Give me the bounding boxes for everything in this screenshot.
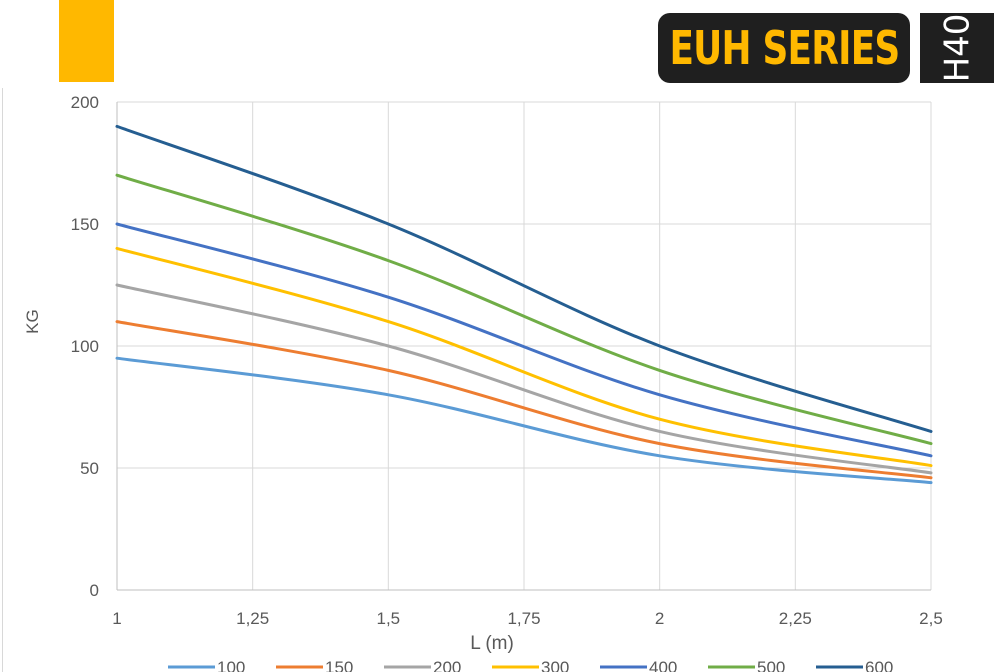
legend-label-200: 200	[433, 658, 461, 672]
series-badge: EUH SERIES	[658, 13, 910, 83]
model-badge: H40	[920, 13, 994, 83]
y-tick-label: 50	[80, 459, 99, 478]
series-line-200	[115, 283, 933, 475]
series-line-300	[115, 246, 933, 468]
chart-series	[115, 124, 933, 485]
series-title: EUH SERIES	[668, 21, 900, 75]
chart-axes	[116, 102, 931, 591]
legend-label-300: 300	[541, 658, 569, 672]
legend-label-100: 100	[217, 658, 245, 672]
legend-label-150: 150	[325, 658, 353, 672]
y-tick-label: 100	[71, 337, 99, 356]
legend-label-400: 400	[649, 658, 677, 672]
x-tick-label: 2,5	[919, 609, 943, 628]
series-line-600	[115, 124, 933, 433]
accent-block	[59, 0, 114, 82]
chart-labels: 0 50 100 150 200 1 1,25 1,5 1,75 2 2,25 2,5 L (m) KG	[23, 93, 943, 654]
series-line-500	[115, 173, 933, 446]
y-tick-label: 0	[90, 581, 99, 600]
model-label: H40	[937, 13, 977, 83]
legend-label-500: 500	[757, 658, 785, 672]
series-line-100	[115, 356, 933, 485]
x-tick-label: 1	[112, 609, 121, 628]
y-axis-title: KG	[23, 309, 42, 334]
x-tick-label: 2,25	[779, 609, 812, 628]
series-line-400	[115, 222, 933, 458]
x-tick-label: 1,75	[507, 609, 540, 628]
x-tick-label: 2	[655, 609, 664, 628]
y-tick-label: 200	[71, 93, 99, 112]
x-tick-label: 1,5	[377, 609, 401, 628]
chart-legend: 100 150 200 300 400 500 600	[168, 658, 893, 672]
x-tick-label: 1,25	[236, 609, 269, 628]
x-axis-title: L (m)	[470, 633, 514, 654]
y-tick-label: 150	[71, 215, 99, 234]
series-line-150	[115, 320, 933, 480]
legend-label-600: 600	[865, 658, 893, 672]
left-divider	[2, 88, 3, 672]
